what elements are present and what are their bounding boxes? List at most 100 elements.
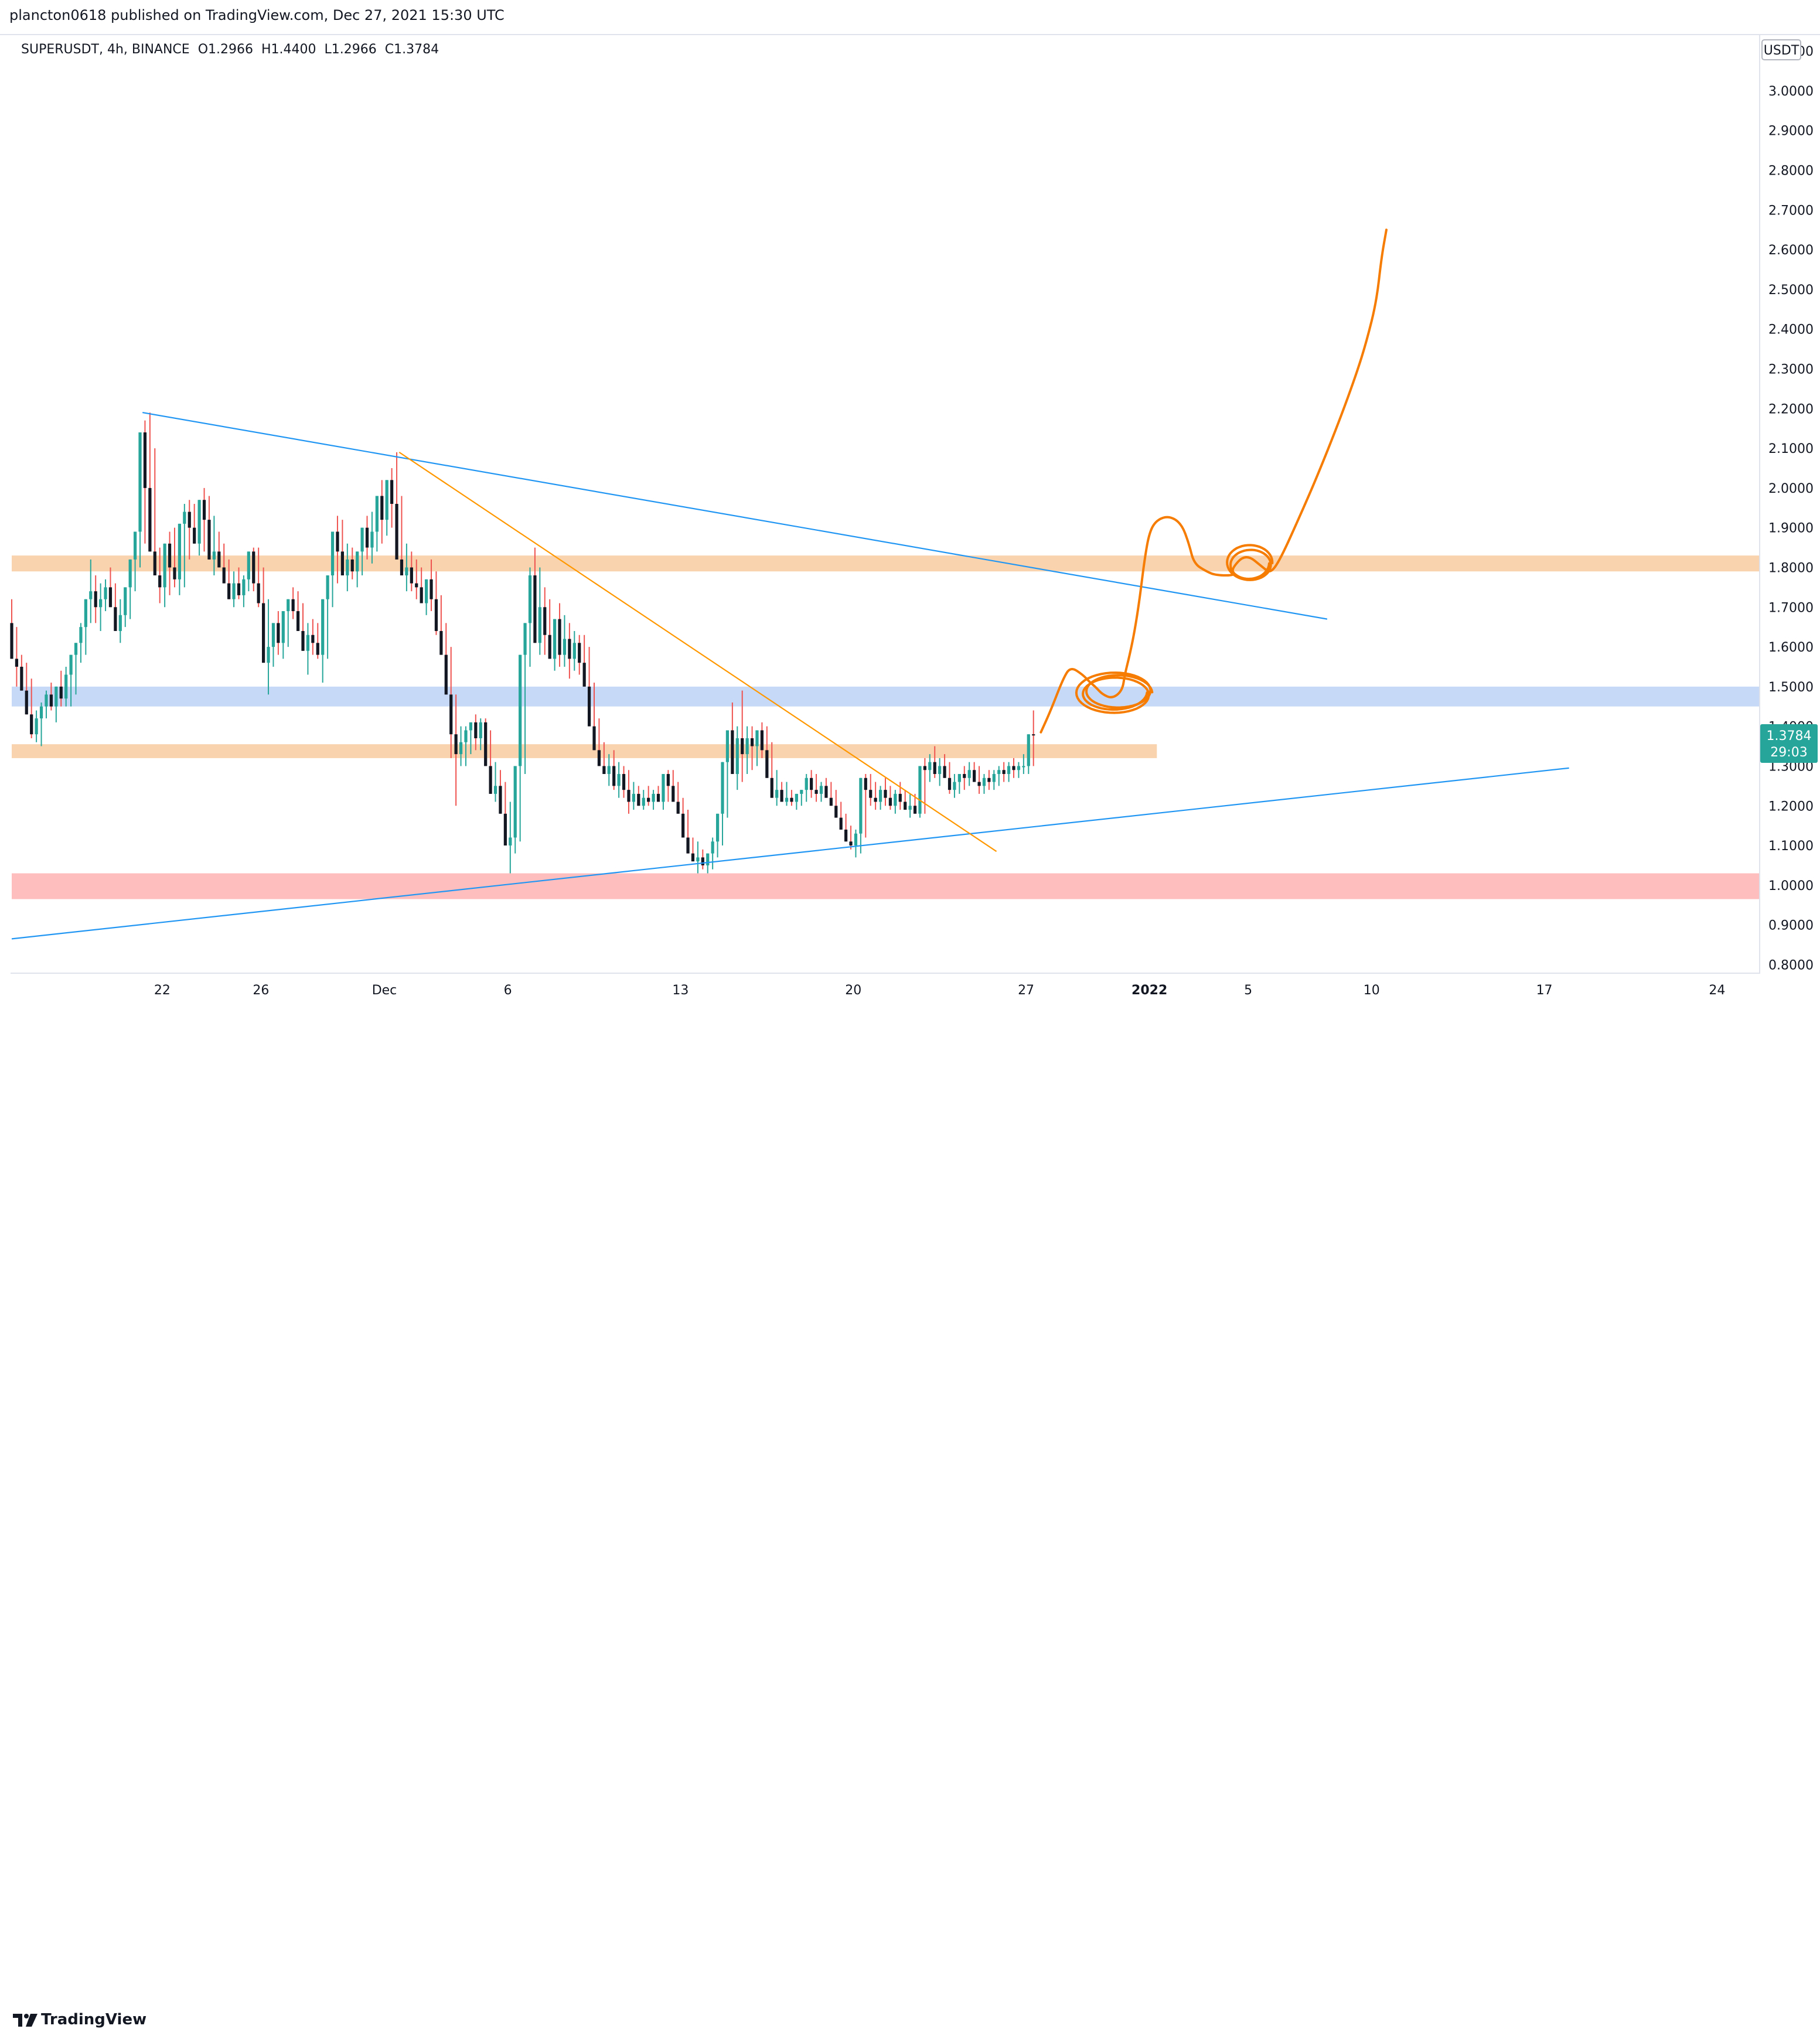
- candle-body: [1017, 766, 1021, 770]
- candle-body: [681, 813, 685, 838]
- candle-body: [395, 504, 398, 560]
- candle-body: [415, 583, 418, 588]
- price-tick-label: 2.9000: [1768, 124, 1814, 139]
- candle: [894, 790, 897, 814]
- candle-body: [770, 778, 773, 798]
- time-tick-label: 5: [1244, 983, 1252, 998]
- candle-body: [755, 730, 759, 746]
- candle-body: [10, 623, 13, 659]
- candle: [908, 793, 912, 818]
- candle-body: [523, 623, 527, 655]
- candle: [227, 559, 231, 599]
- candle-body: [350, 559, 354, 572]
- candle-body: [128, 559, 132, 588]
- candle: [533, 547, 537, 643]
- candle: [340, 520, 345, 576]
- candle: [800, 790, 803, 806]
- time-tick-label: 22: [154, 983, 171, 998]
- candle: [509, 802, 512, 874]
- candle-body: [133, 531, 137, 560]
- ohlc-high: H1.4400: [261, 42, 316, 57]
- candle-body: [79, 627, 83, 643]
- candle-body: [672, 786, 675, 802]
- candle-body: [261, 603, 265, 663]
- candle-body: [464, 730, 468, 742]
- currency-button[interactable]: [1761, 39, 1801, 60]
- candle-body: [459, 742, 463, 755]
- tradingview-logo-icon: [13, 2014, 38, 2027]
- candle-body: [45, 694, 48, 707]
- time-tick-label: 24: [1709, 983, 1725, 998]
- candle-body: [489, 766, 492, 794]
- candles-layer: [10, 412, 1035, 874]
- candle: [519, 654, 522, 842]
- candle-body: [202, 500, 206, 520]
- price-tick-label: 2.4000: [1768, 323, 1814, 337]
- candle-body: [99, 599, 103, 608]
- candle-body: [104, 587, 107, 599]
- candle-body: [696, 857, 700, 862]
- candle-body: [39, 706, 43, 719]
- candle-body: [844, 829, 848, 842]
- last-price-badge: [1760, 724, 1818, 763]
- candle: [741, 690, 744, 782]
- candle: [933, 746, 936, 778]
- candle: [725, 730, 730, 818]
- candle-body: [795, 793, 798, 802]
- candle: [405, 543, 408, 592]
- price-tick-label: 3.0000: [1768, 84, 1814, 99]
- candle: [434, 571, 438, 635]
- candle: [884, 778, 887, 806]
- candle-body: [336, 531, 339, 552]
- publish-info: plancton0618 published on TradingView.co…: [9, 7, 505, 23]
- candle-body: [267, 647, 270, 663]
- candle-body: [84, 599, 87, 628]
- candle-body: [543, 607, 547, 635]
- candle-body: [642, 797, 645, 806]
- candle: [558, 603, 561, 667]
- candle-body: [1027, 734, 1030, 766]
- candle: [464, 726, 468, 766]
- candle-body: [385, 480, 388, 520]
- candle-body: [212, 551, 216, 560]
- price-tick-label: 2.8000: [1768, 164, 1814, 179]
- candle-body: [242, 579, 246, 595]
- price-tick-label: 2.6000: [1768, 243, 1814, 258]
- tradingview-brand[interactable]: TradingView: [41, 2011, 147, 2028]
- candle: [454, 694, 458, 806]
- candle-body: [153, 551, 156, 576]
- candle: [780, 782, 783, 802]
- candle: [143, 420, 147, 544]
- candle-body: [686, 837, 690, 854]
- candle-body: [380, 496, 384, 520]
- candle-body: [390, 480, 394, 504]
- price-chart[interactable]: 3.10003.00002.90002.80002.70002.60002.50…: [0, 0, 1820, 1037]
- candle-body: [607, 766, 611, 775]
- candle: [118, 599, 122, 643]
- candle: [652, 790, 655, 810]
- candle-body: [420, 587, 423, 603]
- candle-body: [499, 786, 502, 814]
- candle-body: [715, 813, 720, 842]
- candle-body: [943, 766, 946, 778]
- candle-body: [503, 813, 507, 846]
- candle-body: [533, 575, 537, 643]
- candle: [20, 654, 23, 691]
- candle-body: [933, 762, 936, 775]
- candle-body: [89, 591, 93, 599]
- candle: [1027, 734, 1030, 775]
- candle-body: [918, 766, 922, 814]
- candle-body: [49, 694, 53, 707]
- candle: [824, 778, 828, 798]
- candle-body: [138, 432, 142, 532]
- candle: [568, 623, 571, 679]
- circle-at-demand-zone: [1075, 671, 1154, 714]
- candle-body: [405, 567, 408, 576]
- candle: [957, 774, 961, 794]
- time-tick-label: 6: [504, 983, 512, 998]
- candle-body: [829, 797, 833, 806]
- candle: [977, 766, 981, 794]
- trendlines-layer: [11, 411, 1569, 940]
- candle-body: [834, 806, 838, 818]
- resistance-zone-1.8: [12, 555, 1759, 572]
